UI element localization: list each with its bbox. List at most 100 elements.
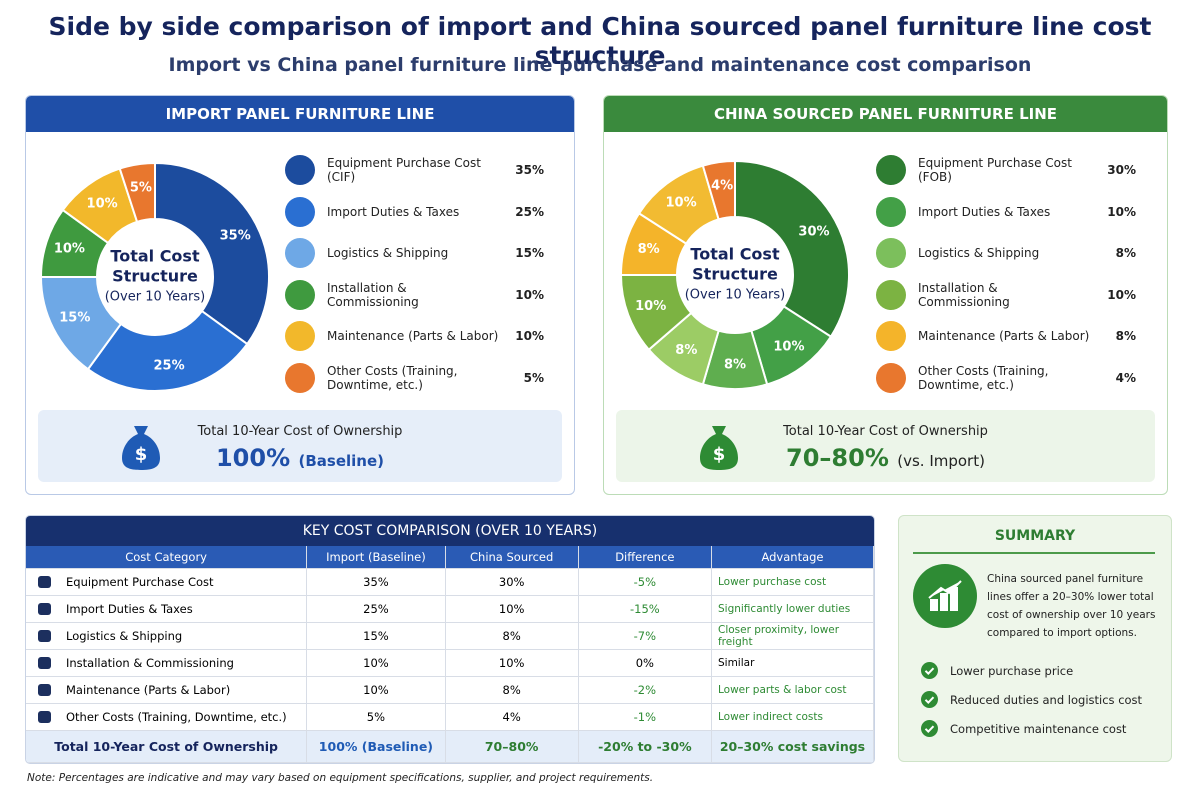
dollar: $ bbox=[135, 444, 148, 465]
total-label: Total 10-Year Cost of Ownership bbox=[197, 424, 403, 439]
table-cell: Import Duties & Taxes bbox=[26, 595, 308, 623]
table-cell: Lower purchase cost bbox=[711, 568, 874, 596]
legend-value: 30% bbox=[1107, 163, 1136, 177]
legend-icon bbox=[285, 238, 315, 268]
legend-value: 10% bbox=[515, 329, 544, 343]
total-note: (Baseline) bbox=[298, 452, 385, 470]
table-cell: 8% bbox=[445, 676, 579, 704]
table-cell: Installation & Commissioning bbox=[26, 649, 308, 677]
total-cell: Total 10-Year Cost of Ownership bbox=[26, 730, 308, 763]
legend-item: Maintenance (Parts & Labor) 10% bbox=[285, 319, 548, 353]
legend-icon bbox=[285, 279, 315, 310]
total-row: Total 10-Year Cost of Ownership 100% (Bas… bbox=[26, 730, 874, 763]
legend-icon bbox=[285, 362, 315, 393]
table-cell: 10% bbox=[445, 595, 579, 623]
legend-item: Logistics & Shipping 15% bbox=[285, 236, 548, 270]
legend-icon bbox=[285, 155, 315, 185]
header-cell: Cost Category bbox=[26, 546, 308, 569]
table-cell: 8% bbox=[445, 622, 579, 650]
legend-value: 25% bbox=[515, 204, 544, 219]
table-cell: 5% bbox=[306, 703, 446, 731]
table-cell: Other Costs (Training, Downtime, etc.) bbox=[26, 703, 308, 731]
summary-bullet: Competitive maintenance cost bbox=[921, 720, 1126, 737]
legend-item: Import Duties & Taxes 25% bbox=[285, 195, 548, 229]
summary-box: SUMMARY China sourced panel furniture lin… bbox=[898, 515, 1172, 762]
check-mark bbox=[924, 667, 935, 676]
subtitle: Import vs China panel furniture line pur… bbox=[168, 54, 1032, 76]
table-cell: 15% bbox=[306, 622, 446, 650]
table-cell: Similar bbox=[711, 649, 874, 677]
table-cell: Logistics & Shipping bbox=[26, 622, 308, 650]
panel-title: CHINA SOURCED PANEL FURNITURE LINE bbox=[604, 96, 1167, 132]
legend-item: Installation & Commissioning 10% bbox=[876, 278, 1140, 312]
check-mark bbox=[924, 725, 935, 734]
summary-title: SUMMARY bbox=[994, 528, 1076, 544]
table-row: Logistics & Shipping 15% 8% -7% Closer proxi… bbox=[26, 622, 874, 650]
total-label: Total 10-Year Cost of Ownership bbox=[783, 424, 988, 439]
legend-item: Equipment Purchase Cost (FOB) 30% bbox=[876, 153, 1140, 187]
row-icon bbox=[38, 630, 51, 642]
legend-icon bbox=[285, 321, 315, 351]
row-icon bbox=[38, 711, 51, 723]
legend-name: Maintenance (Parts & Labor) bbox=[918, 329, 1090, 343]
legend-name: Import Duties & Taxes bbox=[327, 204, 460, 219]
legend-name: Logistics & Shipping bbox=[327, 246, 449, 260]
legend-icon bbox=[876, 279, 906, 310]
table-row: Maintenance (Parts & Labor) 10% 8% -2% Lower… bbox=[26, 676, 874, 704]
total-value: 100% (Baseline) bbox=[38, 444, 562, 472]
header-cell: China Sourced bbox=[445, 546, 579, 569]
summary-rule bbox=[913, 552, 1155, 554]
bag bbox=[122, 426, 160, 470]
total-value: 70–80% (vs. Import) bbox=[616, 444, 1155, 472]
total-number: 100% bbox=[215, 444, 291, 472]
dollar: $ bbox=[713, 444, 726, 465]
legend-icon bbox=[876, 238, 906, 268]
table-cell: -5% bbox=[578, 568, 712, 596]
total-note: (vs. Import) bbox=[897, 452, 985, 470]
table-cell: -2% bbox=[578, 676, 712, 704]
table-cell: Closer proximity, lower freight bbox=[711, 622, 874, 650]
total-cell: 100% (Baseline) bbox=[306, 730, 446, 763]
legend-icon bbox=[285, 196, 315, 227]
check-icon bbox=[921, 662, 938, 679]
table-cell: 35% bbox=[306, 568, 446, 596]
legend-item: Import Duties & Taxes 10% bbox=[876, 195, 1140, 229]
money-bag-icon: $ bbox=[700, 426, 738, 470]
legend-name: Installation & Commissioning bbox=[918, 280, 1010, 309]
bullet-text: Reduced duties and logistics cost bbox=[950, 692, 1143, 707]
legend-name: Other Costs (Training, Downtime, etc.) bbox=[327, 363, 458, 392]
summary-bullet: Reduced duties and logistics cost bbox=[921, 691, 1142, 708]
title: Side by side comparison of import and Ch… bbox=[48, 12, 1152, 70]
legend-name: Equipment Purchase Cost (CIF) bbox=[327, 156, 481, 184]
header-cell: Import (Baseline) bbox=[306, 546, 446, 569]
table-row: Equipment Purchase Cost 35% 30% -5% Lower pu… bbox=[26, 568, 874, 596]
legend-name: Import Duties & Taxes bbox=[918, 204, 1051, 219]
legend-value: 10% bbox=[1107, 287, 1136, 302]
table-cell: 10% bbox=[445, 649, 579, 677]
check-mark bbox=[924, 696, 935, 705]
check-circle bbox=[921, 662, 938, 679]
table-cell: -7% bbox=[578, 622, 712, 650]
total-box: $ Total 10-Year Cost of Ownership 100% (Ba… bbox=[38, 410, 562, 482]
bullet-text: Competitive maintenance cost bbox=[950, 721, 1127, 736]
table: Cost Category Import (Baseline) China Sour… bbox=[26, 546, 874, 763]
check-icon bbox=[921, 720, 938, 737]
table-cell: 10% bbox=[306, 676, 446, 704]
panel: CHINA SOURCED PANEL FURNITURE LINE bbox=[603, 95, 1168, 495]
table-cell: 10% bbox=[306, 649, 446, 677]
comparison-table: KEY COST COMPARISON (OVER 10 YEARS) Cost … bbox=[25, 515, 875, 764]
legend-name: Equipment Purchase Cost (FOB) bbox=[918, 156, 1072, 184]
legend-value: 10% bbox=[1107, 204, 1136, 219]
note: Note: Percentages are indicative and may… bbox=[27, 772, 654, 784]
table-cell: Maintenance (Parts & Labor) bbox=[26, 676, 308, 704]
row-icon bbox=[38, 657, 51, 669]
header-cell: Difference bbox=[578, 546, 712, 569]
legend-icon bbox=[876, 362, 906, 393]
growth-icon bbox=[913, 564, 977, 628]
panel-title: IMPORT PANEL FURNITURE LINE bbox=[26, 96, 574, 132]
table-cell: -15% bbox=[578, 595, 712, 623]
check-circle bbox=[921, 720, 938, 737]
table-row: Other Costs (Training, Downtime, etc.) 5%… bbox=[26, 703, 874, 731]
legend-name: Maintenance (Parts & Labor) bbox=[327, 329, 499, 343]
